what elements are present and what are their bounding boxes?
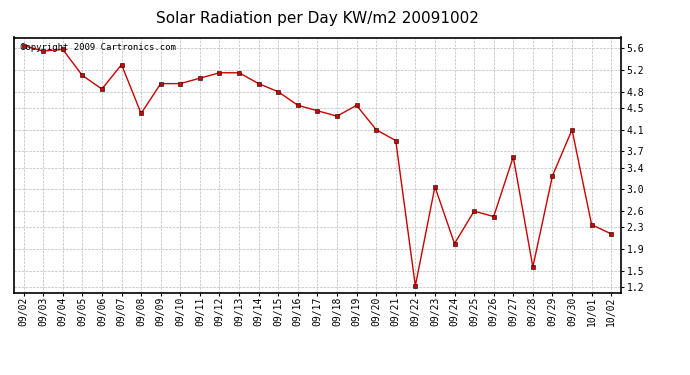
Text: Copyright 2009 Cartronics.com: Copyright 2009 Cartronics.com [20,43,176,52]
Text: Solar Radiation per Day KW/m2 20091002: Solar Radiation per Day KW/m2 20091002 [156,11,479,26]
